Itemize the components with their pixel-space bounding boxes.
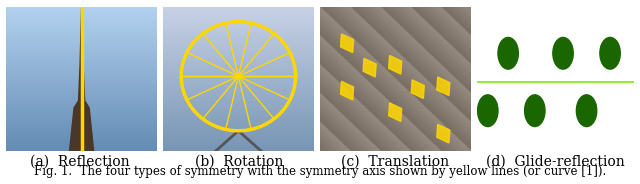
Ellipse shape — [538, 104, 544, 109]
Ellipse shape — [502, 44, 508, 49]
Ellipse shape — [557, 45, 562, 50]
Polygon shape — [437, 77, 450, 96]
Polygon shape — [412, 80, 424, 98]
Ellipse shape — [577, 95, 596, 127]
Ellipse shape — [563, 44, 569, 49]
Text: Fig. 1.  The four types of symmetry with the symmetry axis shown by yellow lines: Fig. 1. The four types of symmetry with … — [34, 165, 606, 178]
Text: (c)  Translation: (c) Translation — [342, 155, 449, 169]
Ellipse shape — [479, 104, 484, 109]
Ellipse shape — [532, 101, 538, 106]
Ellipse shape — [577, 104, 583, 109]
Ellipse shape — [536, 102, 541, 107]
Ellipse shape — [509, 45, 515, 50]
Ellipse shape — [499, 45, 505, 50]
Ellipse shape — [554, 46, 560, 51]
Polygon shape — [340, 81, 353, 100]
Ellipse shape — [511, 46, 517, 51]
Ellipse shape — [484, 101, 490, 106]
Ellipse shape — [553, 37, 573, 69]
Ellipse shape — [566, 45, 572, 50]
Ellipse shape — [481, 102, 487, 107]
Ellipse shape — [583, 101, 589, 106]
Ellipse shape — [526, 102, 531, 107]
Ellipse shape — [477, 95, 498, 127]
Ellipse shape — [525, 95, 545, 127]
Ellipse shape — [559, 44, 565, 49]
Ellipse shape — [506, 44, 511, 49]
Ellipse shape — [611, 45, 616, 50]
Polygon shape — [340, 34, 353, 53]
Polygon shape — [388, 103, 402, 121]
Ellipse shape — [529, 101, 535, 106]
Polygon shape — [363, 58, 376, 77]
Polygon shape — [437, 124, 450, 143]
Polygon shape — [388, 55, 402, 74]
Ellipse shape — [608, 44, 614, 49]
Ellipse shape — [580, 102, 586, 107]
Ellipse shape — [586, 101, 592, 106]
Text: (a)  Reflection: (a) Reflection — [30, 155, 130, 169]
Ellipse shape — [604, 44, 610, 49]
Ellipse shape — [600, 37, 620, 69]
Polygon shape — [70, 7, 93, 151]
Text: (d)  Glide-reflection: (d) Glide-reflection — [486, 155, 625, 169]
Ellipse shape — [590, 102, 596, 107]
Ellipse shape — [491, 102, 497, 107]
Ellipse shape — [488, 101, 493, 106]
Text: (b)  Rotation: (b) Rotation — [195, 155, 283, 169]
Ellipse shape — [613, 46, 619, 51]
Ellipse shape — [498, 37, 518, 69]
Ellipse shape — [601, 45, 607, 50]
